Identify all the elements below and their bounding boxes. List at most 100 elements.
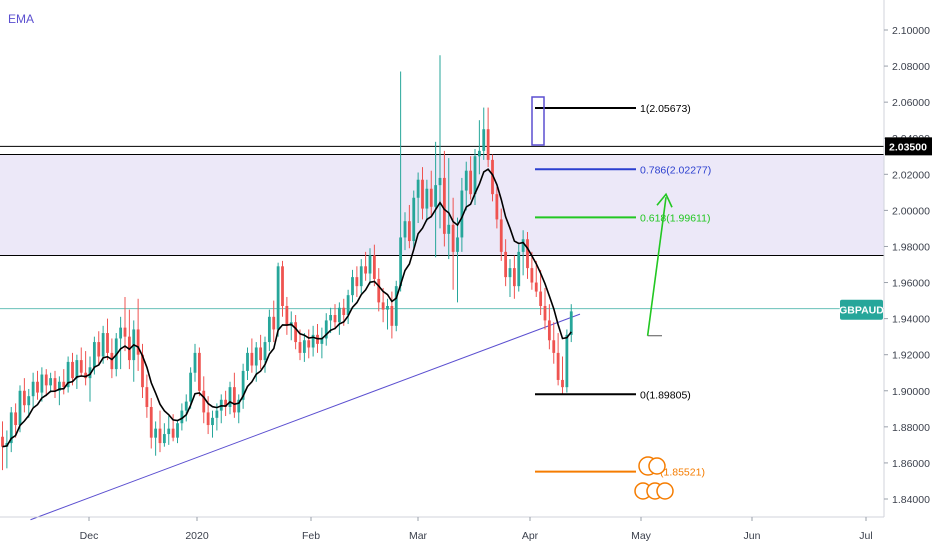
candle-body	[75, 360, 79, 379]
candle-body	[377, 278, 381, 303]
fib-label-4: (1.85521)	[660, 467, 705, 479]
fib-label-1: 0.786(2.02277)	[640, 164, 711, 176]
candle-body	[324, 320, 328, 339]
candle-body	[145, 387, 149, 408]
candle-body	[241, 370, 245, 400]
candle-body	[84, 372, 88, 379]
candle-body	[254, 347, 258, 366]
candle-body	[136, 329, 140, 355]
candle-body	[215, 410, 219, 418]
candle-body	[180, 410, 184, 424]
candle-body	[57, 381, 61, 391]
x-tick-label: Jun	[744, 530, 761, 542]
candle-body	[429, 188, 433, 207]
candle-body	[337, 307, 341, 323]
candle-body	[106, 333, 109, 353]
candle-body	[176, 423, 179, 438]
candle-body	[22, 390, 26, 406]
candle-body	[158, 428, 162, 444]
candle-body	[141, 354, 144, 388]
candle-body	[14, 412, 18, 426]
candle-body	[263, 342, 267, 361]
candle-body	[359, 266, 363, 287]
candle-body	[394, 286, 398, 326]
y-tick-label: 1.88000	[892, 422, 930, 434]
candle-body	[307, 340, 311, 348]
event-icon	[648, 457, 666, 475]
x-tick-label: Dec	[80, 530, 99, 542]
projection-arrow	[646, 197, 667, 336]
candle-body	[434, 185, 438, 207]
indicator-label: EMA	[8, 12, 35, 26]
candle-body	[517, 251, 521, 287]
candle-body	[302, 340, 306, 353]
candle-body	[355, 277, 359, 287]
price-tag-text: 2.03500	[889, 141, 927, 153]
candle-body	[250, 352, 254, 366]
candle-body	[442, 177, 446, 234]
candle-body	[202, 390, 206, 413]
candle-body	[473, 156, 477, 195]
y-tick-label: 1.90000	[892, 386, 930, 398]
candle-body	[36, 381, 39, 393]
candle-body	[386, 305, 389, 310]
candle-body	[298, 342, 302, 353]
trendline	[30, 313, 581, 521]
candle-body	[556, 352, 560, 380]
candle-body	[543, 305, 547, 321]
candle-body	[447, 224, 451, 234]
symbol-tag	[840, 299, 883, 320]
y-tick-label: 1.96000	[892, 278, 930, 290]
candle-body	[368, 255, 372, 274]
candle-body	[197, 352, 201, 391]
candle-body	[88, 367, 92, 379]
candle-body	[438, 177, 442, 186]
highlight-box	[531, 96, 545, 146]
candle-body	[390, 305, 394, 326]
candle-body	[119, 327, 123, 339]
candle-body	[521, 239, 525, 252]
x-tick-label: Apr	[522, 530, 539, 542]
candle-body	[530, 268, 534, 283]
candle-body	[267, 316, 271, 343]
candle-body	[206, 412, 210, 426]
candle-body	[27, 396, 31, 406]
candle-body	[469, 170, 473, 195]
candle-body	[110, 352, 114, 370]
candle-body	[421, 179, 424, 209]
candle-body	[381, 302, 385, 310]
y-tick-label: 2.10000	[892, 25, 930, 37]
candles-group	[1, 55, 573, 471]
candle-body	[333, 315, 337, 323]
candle-body	[512, 268, 516, 287]
candle-body	[232, 387, 236, 413]
candle-body	[539, 291, 543, 306]
candle-body	[534, 282, 538, 292]
candle-body	[281, 266, 284, 306]
candle-body	[346, 295, 350, 316]
fib-label-3: 0(1.89805)	[640, 389, 691, 401]
candle-body	[547, 320, 551, 341]
candle-body	[320, 338, 324, 344]
symbol-tag-text: GBPAUD	[839, 305, 884, 317]
y-tick-label: 1.98000	[892, 241, 930, 253]
candle-body	[193, 352, 197, 373]
price-tag	[885, 137, 932, 156]
candle-body	[351, 277, 354, 296]
x-tick-label: Mar	[409, 530, 428, 542]
candle-body	[62, 381, 66, 388]
candle-body	[149, 407, 153, 438]
candle-body	[372, 255, 376, 279]
candle-body	[189, 372, 193, 402]
candle-body	[416, 179, 420, 198]
candle-body	[66, 361, 70, 388]
x-tick-label: 2020	[185, 530, 209, 542]
candle-body	[451, 224, 455, 252]
candle-body	[504, 251, 508, 278]
candle-body	[272, 316, 276, 330]
candle-body	[1, 436, 4, 447]
candle-body	[123, 327, 127, 337]
fib-label-0: 1(2.05673)	[640, 103, 691, 115]
